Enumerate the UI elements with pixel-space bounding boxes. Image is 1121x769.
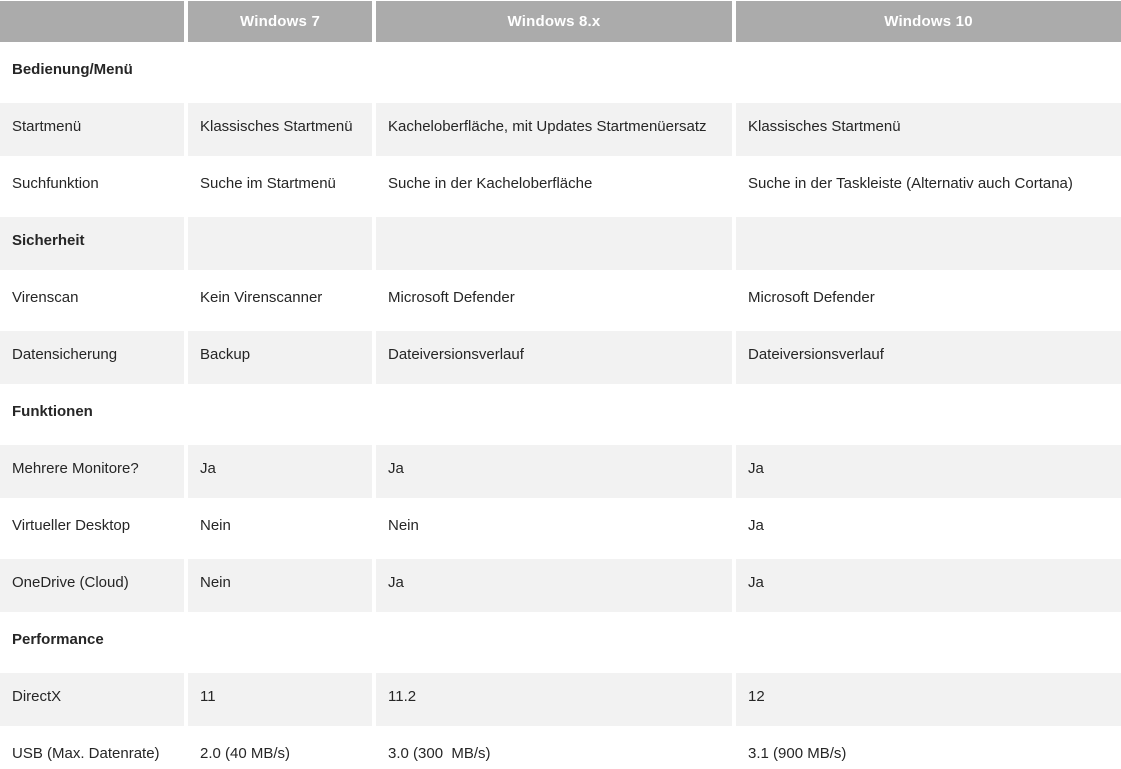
table-row: USB (Max. Datenrate) 2.0 (40 MB/s) 3.0 (30…: [0, 730, 1121, 769]
table-row: Virenscan Kein Virenscanner Microsoft Defe…: [0, 274, 1121, 327]
row-label: Virtueller Desktop: [0, 502, 184, 555]
value-cell: 11.2: [376, 673, 732, 726]
row-label: Startmenü: [0, 103, 184, 156]
table-header-row: Windows 7 Windows 8.x Windows 10: [0, 1, 1121, 42]
table-row: Datensicherung Backup Dateiversionsverlauf…: [0, 331, 1121, 384]
value-cell: Kein Virenscanner: [188, 274, 372, 327]
value-cell: Suche in der Taskleiste (Alternativ auch…: [736, 160, 1121, 213]
value-cell: [736, 217, 1121, 270]
value-cell: Ja: [376, 445, 732, 498]
column-header-windows-8-x: Windows 8.x: [376, 1, 732, 42]
value-cell: [736, 616, 1121, 669]
value-cell: Klassisches Startmenü: [188, 103, 372, 156]
value-cell: Ja: [736, 502, 1121, 555]
value-cell: [376, 46, 732, 99]
row-label: Suchfunktion: [0, 160, 184, 213]
value-cell: Ja: [736, 445, 1121, 498]
value-cell: Dateiversionsverlauf: [376, 331, 732, 384]
row-label: Virenscan: [0, 274, 184, 327]
value-cell: Nein: [188, 559, 372, 612]
value-cell: [188, 388, 372, 441]
row-label: OneDrive (Cloud): [0, 559, 184, 612]
row-label: DirectX: [0, 673, 184, 726]
value-cell: [188, 217, 372, 270]
row-label: Datensicherung: [0, 331, 184, 384]
value-cell: [376, 616, 732, 669]
value-cell: Suche in der Kacheloberfläche: [376, 160, 732, 213]
value-cell: [736, 46, 1121, 99]
section-title: Sicherheit: [0, 217, 184, 270]
section-title: Performance: [0, 616, 184, 669]
value-cell: [188, 616, 372, 669]
value-cell: Suche im Startmenü: [188, 160, 372, 213]
value-cell: 2.0 (40 MB/s): [188, 730, 372, 769]
value-cell: 12: [736, 673, 1121, 726]
table-body: Bedienung/Menü Startmenü Klassisches Start…: [0, 46, 1121, 769]
value-cell: Ja: [376, 559, 732, 612]
value-cell: Dateiversionsverlauf: [736, 331, 1121, 384]
value-cell: 3.0 (300 MB/s): [376, 730, 732, 769]
value-cell: [188, 46, 372, 99]
value-cell: Microsoft Defender: [736, 274, 1121, 327]
value-cell: [376, 388, 732, 441]
table-row: Mehrere Monitore? Ja Ja Ja: [0, 445, 1121, 498]
table-row: Virtueller Desktop Nein Nein Ja: [0, 502, 1121, 555]
table-row: OneDrive (Cloud) Nein Ja Ja: [0, 559, 1121, 612]
value-cell: Microsoft Defender: [376, 274, 732, 327]
table-row: Suchfunktion Suche im Startmenü Suche in d…: [0, 160, 1121, 213]
section-row: Performance: [0, 616, 1121, 669]
section-row: Funktionen: [0, 388, 1121, 441]
table-row: DirectX 11 11.2 12: [0, 673, 1121, 726]
row-label: USB (Max. Datenrate): [0, 730, 184, 769]
value-cell: Ja: [736, 559, 1121, 612]
table-row: Startmenü Klassisches Startmenü Kachelober…: [0, 103, 1121, 156]
value-cell: Kacheloberfläche, mit Updates Startmenüe…: [376, 103, 732, 156]
value-cell: Klassisches Startmenü: [736, 103, 1121, 156]
column-header-empty: [0, 1, 184, 42]
value-cell: Backup: [188, 331, 372, 384]
value-cell: 11: [188, 673, 372, 726]
value-cell: Ja: [188, 445, 372, 498]
value-cell: 3.1 (900 MB/s): [736, 730, 1121, 769]
section-row: Sicherheit: [0, 217, 1121, 270]
value-cell: [736, 388, 1121, 441]
column-header-windows-10: Windows 10: [736, 1, 1121, 42]
value-cell: [376, 217, 732, 270]
section-title: Funktionen: [0, 388, 184, 441]
row-label: Mehrere Monitore?: [0, 445, 184, 498]
section-row: Bedienung/Menü: [0, 46, 1121, 99]
value-cell: Nein: [188, 502, 372, 555]
value-cell: Nein: [376, 502, 732, 555]
section-title: Bedienung/Menü: [0, 46, 184, 99]
column-header-windows-7: Windows 7: [188, 1, 372, 42]
